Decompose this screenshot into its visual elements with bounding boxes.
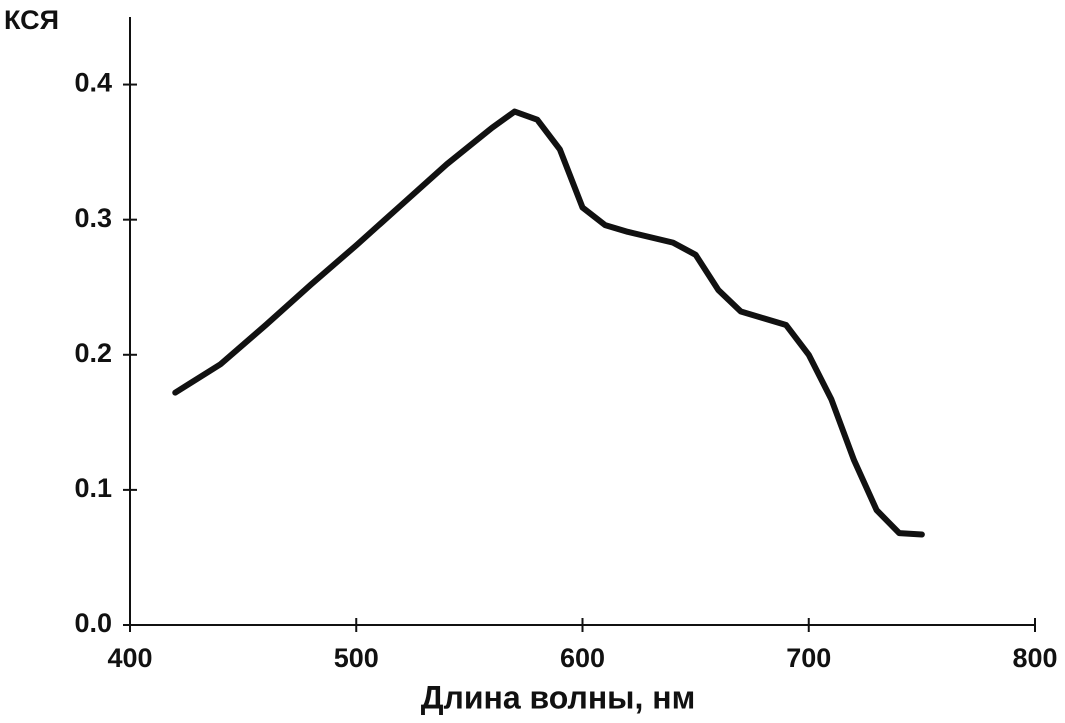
x-tick-label: 400 (107, 643, 152, 673)
x-tick-label: 700 (786, 643, 831, 673)
y-axis-label: КСЯ (4, 5, 59, 35)
y-tick-label: 0.1 (74, 473, 112, 503)
y-tick-label: 0.3 (74, 203, 112, 233)
x-tick-label: 800 (1012, 643, 1057, 673)
y-tick-label: 0.0 (74, 608, 112, 638)
x-tick-label: 600 (560, 643, 605, 673)
y-tick-label: 0.2 (74, 338, 112, 368)
x-axis-label: Длина волны, нм (421, 679, 696, 715)
data-line (172, 108, 925, 538)
y-tick-label: 0.4 (74, 68, 112, 98)
x-tick-label: 500 (334, 643, 379, 673)
